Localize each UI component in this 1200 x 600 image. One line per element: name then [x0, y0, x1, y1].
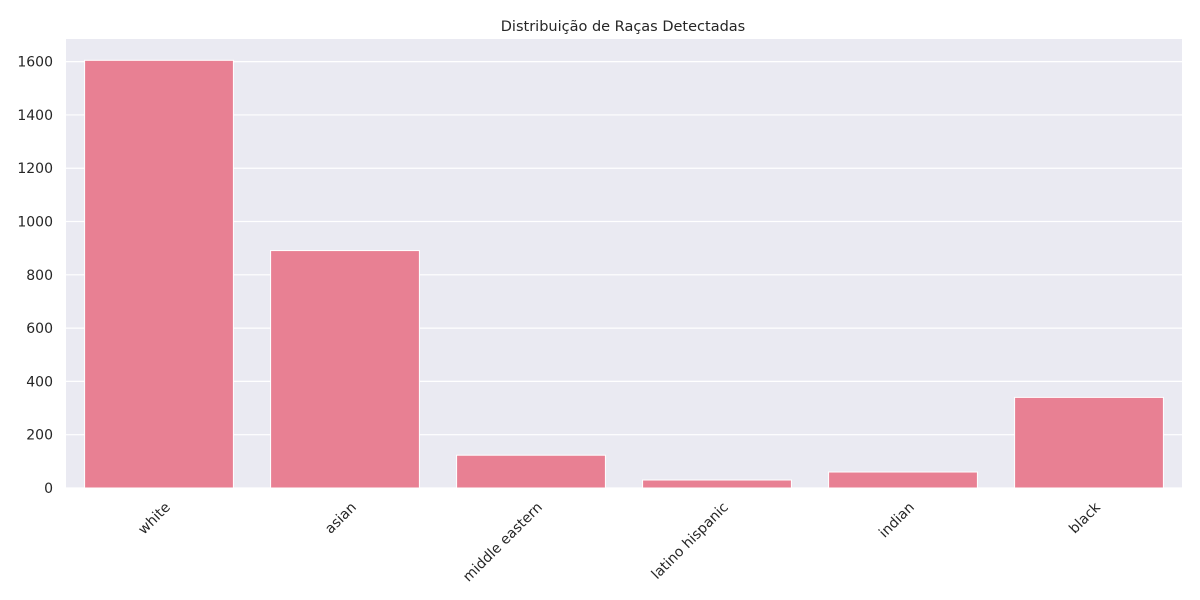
x-tick-label: asian	[322, 500, 360, 538]
bar-latino-hispanic	[642, 479, 792, 489]
chart-title: Distribuição de Raças Detectadas	[501, 19, 745, 35]
gridlines	[66, 61, 1182, 489]
bar-black	[1014, 396, 1164, 489]
bars	[84, 59, 1164, 489]
bar-indian	[828, 471, 978, 489]
y-axis-ticks: 0 200 400 600 800 1000 1200 1400 1600	[17, 55, 53, 497]
bar-asian	[270, 250, 420, 489]
y-tick-label: 1000	[17, 215, 53, 231]
y-tick-label: 400	[26, 374, 53, 390]
y-tick-label: 600	[26, 321, 53, 337]
y-tick-label: 200	[26, 428, 53, 444]
x-tick-label: middle eastern	[460, 500, 546, 586]
x-tick-label: white	[135, 500, 173, 538]
bar-middle-eastern	[456, 454, 606, 489]
y-tick-label: 1200	[17, 161, 53, 177]
x-axis-ticks: white asian middle eastern latino hispanic i…	[135, 499, 1104, 585]
x-tick-label: indian	[876, 500, 918, 542]
x-tick-label: black	[1066, 499, 1104, 537]
plot-area	[66, 39, 1182, 488]
y-tick-label: 800	[26, 268, 53, 284]
y-tick-label: 0	[44, 481, 53, 497]
x-tick-label: latino hispanic	[649, 500, 732, 583]
y-tick-label: 1600	[17, 55, 53, 71]
y-tick-label: 1400	[17, 108, 53, 124]
bar-white	[84, 59, 234, 489]
